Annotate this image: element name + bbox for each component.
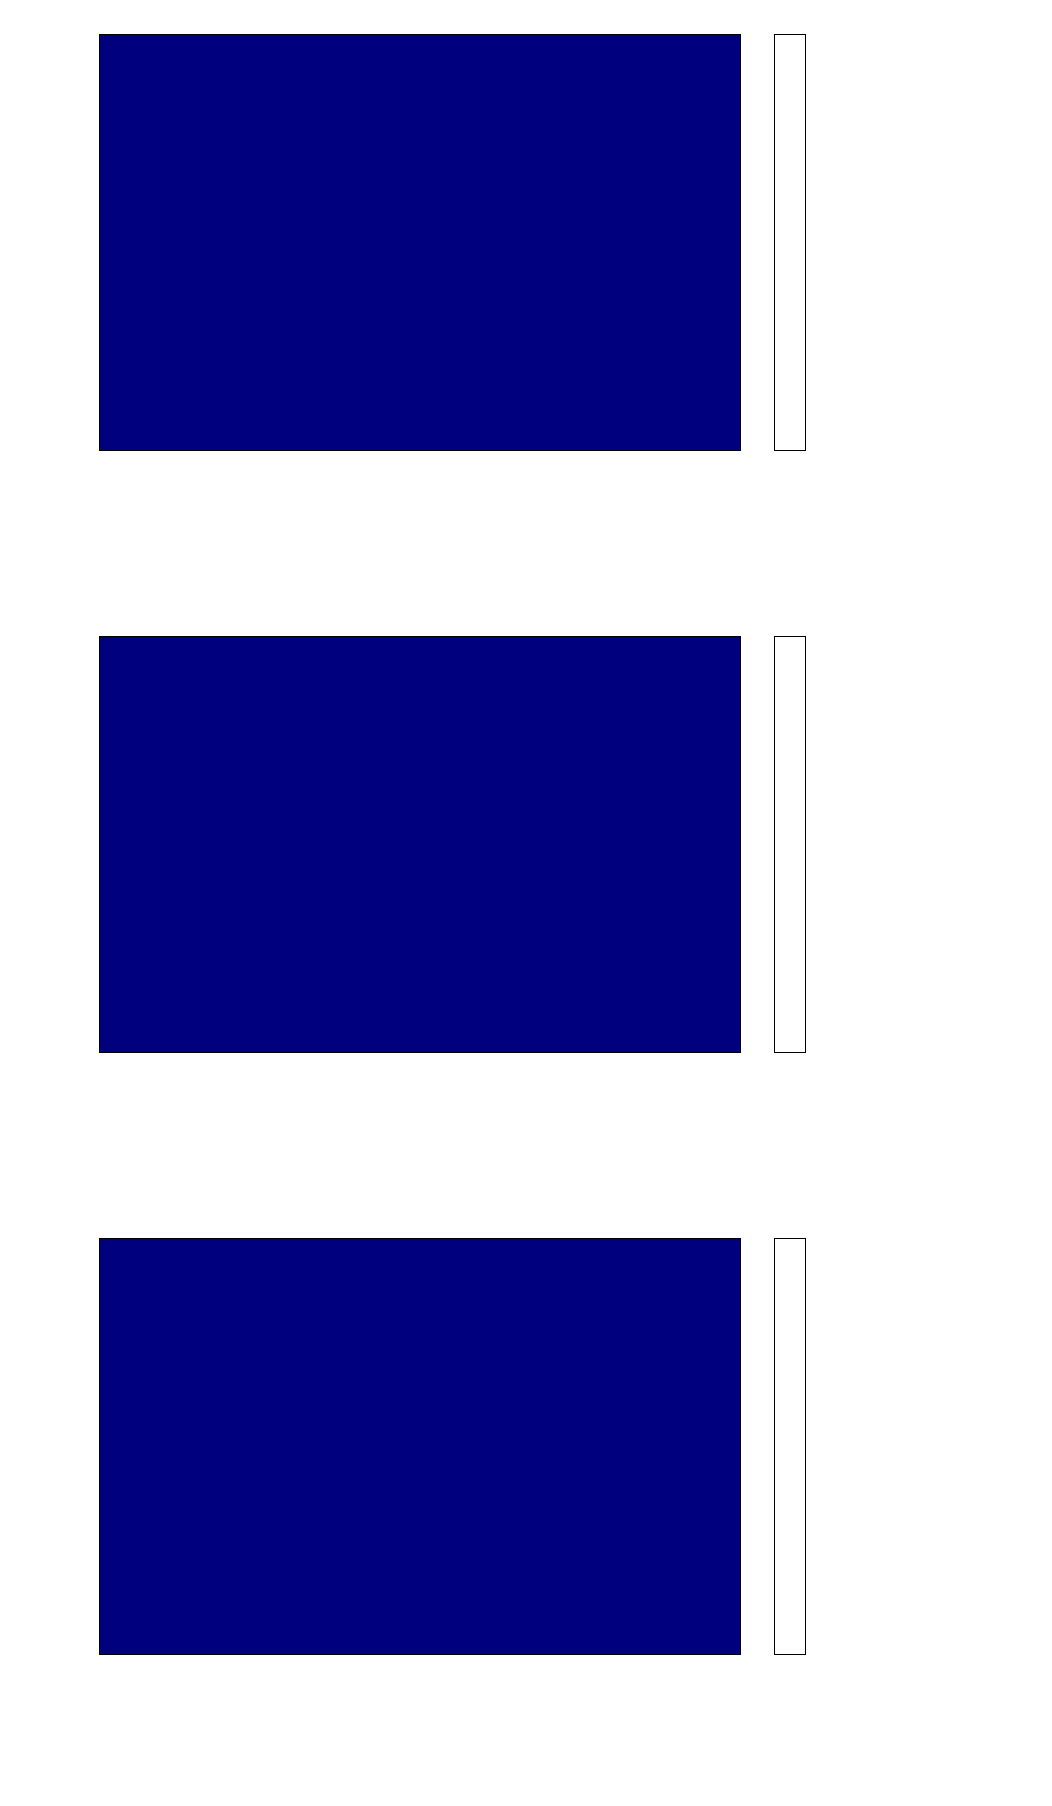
spectrogram-panel-hhz [0,1204,1052,1806]
spectrogram-heatmap [100,637,740,1052]
overlay-curves [100,1239,740,1654]
plot-area [99,1238,741,1655]
overlay-curves [100,637,740,1052]
y-axis-label [20,637,44,1052]
y-axis-label [20,35,44,450]
colorbar [774,1238,806,1655]
spectrogram-panel-hhn [0,602,1052,1204]
colorbar-gradient [775,35,805,450]
plot-area [99,34,741,451]
colorbar [774,636,806,1053]
colorbar-gradient [775,637,805,1052]
colorbar [774,34,806,451]
y-axis-label [20,1239,44,1654]
colorbar-gradient [775,1239,805,1654]
spectrogram-heatmap [100,35,740,450]
colorbar-label [847,637,871,1052]
plot-area [99,636,741,1053]
overlay-curves [100,35,740,450]
spectrogram-heatmap [100,1239,740,1654]
colorbar-label [847,35,871,450]
colorbar-label [847,1239,871,1654]
spectrogram-panel-hhe [0,0,1052,602]
